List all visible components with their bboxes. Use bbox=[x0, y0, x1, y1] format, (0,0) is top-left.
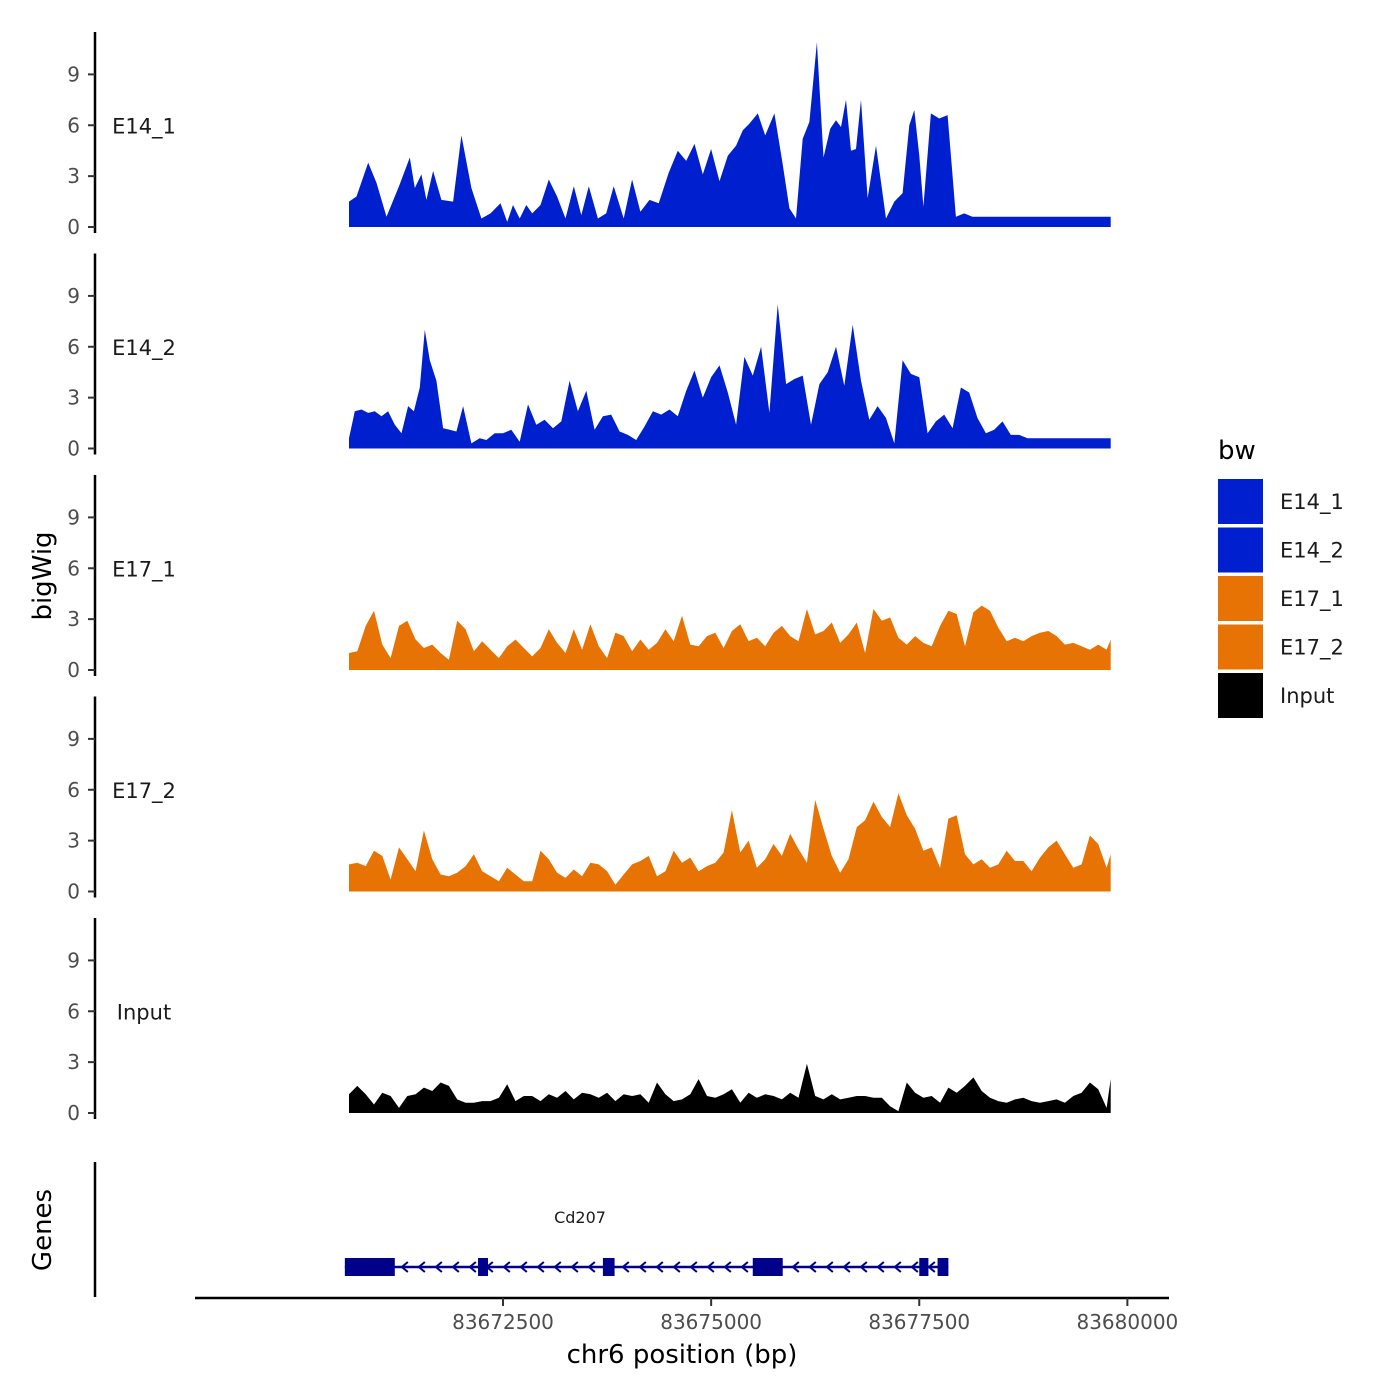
track-area-E14_2 bbox=[349, 304, 1111, 449]
strand-arrow-icon bbox=[842, 1261, 851, 1273]
legend-label: Input bbox=[1280, 684, 1334, 708]
x-axis-title: chr6 position (bp) bbox=[567, 1340, 798, 1370]
x-axis: chr6 position (bp) 83672500 83675000 83677… bbox=[195, 1296, 1178, 1370]
strand-arrow-icon bbox=[553, 1261, 562, 1273]
legend-title: bw bbox=[1218, 436, 1256, 466]
strand-arrow-icon bbox=[434, 1261, 443, 1273]
y-tick-label: 6 bbox=[67, 113, 80, 137]
strand-arrow-icon bbox=[876, 1261, 885, 1273]
track-panel: 0 3 6 9 E14_1 bbox=[67, 32, 1111, 239]
y-tick-label: 9 bbox=[67, 948, 80, 972]
strand-arrow-icon bbox=[808, 1261, 817, 1273]
strand-arrow-icon bbox=[502, 1261, 511, 1273]
y-tick-label: 0 bbox=[67, 1101, 80, 1125]
legend-label: E14_1 bbox=[1280, 490, 1344, 515]
gene-exon bbox=[478, 1258, 489, 1276]
legend-key bbox=[1218, 673, 1263, 718]
strand-arrow-icon bbox=[706, 1261, 715, 1273]
strand-arrow-icon bbox=[927, 1261, 936, 1273]
y-tick-label: 6 bbox=[67, 335, 80, 359]
strand-arrow-icon bbox=[400, 1261, 409, 1273]
track-label: E14_1 bbox=[112, 114, 176, 139]
strand-arrow-icon bbox=[655, 1261, 664, 1273]
track-label: E14_2 bbox=[112, 336, 176, 361]
y-tick-label: 3 bbox=[67, 607, 80, 631]
x-tick-label: 83675000 bbox=[660, 1310, 762, 1334]
strand-arrow-icon bbox=[859, 1261, 868, 1273]
gene-label: Cd207 bbox=[554, 1208, 606, 1227]
legend-key bbox=[1218, 624, 1263, 670]
strand-arrow-icon bbox=[451, 1261, 460, 1273]
y-tick-label: 6 bbox=[67, 778, 80, 802]
track-area-E17_2 bbox=[349, 793, 1111, 892]
track-label: E17_2 bbox=[112, 779, 176, 804]
gene-exon bbox=[937, 1258, 949, 1276]
x-tick-label: 83680000 bbox=[1076, 1310, 1178, 1334]
y-tick-label: 0 bbox=[67, 215, 80, 239]
gene-track-title: Genes bbox=[28, 1189, 58, 1271]
y-tick-label: 9 bbox=[67, 62, 80, 86]
strand-arrow-icon bbox=[587, 1261, 596, 1273]
y-tick-label: 3 bbox=[67, 829, 80, 853]
y-tick-label: 6 bbox=[67, 999, 80, 1023]
strand-arrow-icon bbox=[519, 1261, 528, 1273]
strand-arrow-icon bbox=[570, 1261, 579, 1273]
strand-arrow-icon bbox=[536, 1261, 545, 1273]
y-tick-label: 3 bbox=[67, 164, 80, 188]
y-tick-label: 9 bbox=[67, 727, 80, 751]
strand-arrow-icon bbox=[740, 1261, 749, 1273]
gene-exon bbox=[752, 1258, 783, 1276]
bigwig-tracks: 0 3 6 9 E14_1 0 3 6 9 E14_2 0 3 6 9 E17_1 0 3 6 9 E17_2 0 3 6 9… bbox=[67, 32, 1111, 1125]
strand-arrow-icon bbox=[689, 1261, 698, 1273]
y-tick-label: 0 bbox=[67, 658, 80, 682]
strand-arrow-icon bbox=[638, 1261, 647, 1273]
x-tick-label: 83672500 bbox=[452, 1310, 554, 1334]
strand-arrow-icon bbox=[910, 1261, 919, 1273]
strand-arrow-icon bbox=[468, 1261, 477, 1273]
track-label: E17_1 bbox=[112, 557, 176, 582]
y-tick-label: 3 bbox=[67, 1050, 80, 1074]
y-tick-label: 9 bbox=[67, 505, 80, 529]
y-axis-title: bigWig bbox=[28, 531, 58, 620]
strand-arrow-icon bbox=[791, 1261, 800, 1273]
track-panel: 0 3 6 9 E14_2 bbox=[67, 253, 1111, 461]
track-panel: 0 3 6 9 E17_2 bbox=[67, 696, 1111, 904]
y-tick-label: 0 bbox=[67, 880, 80, 904]
x-tick-label: 83677500 bbox=[868, 1310, 970, 1334]
gene-exon bbox=[344, 1258, 395, 1276]
strand-arrow-icon bbox=[672, 1261, 681, 1273]
strand-arrow-icon bbox=[417, 1261, 426, 1273]
legend-key bbox=[1218, 527, 1263, 573]
y-tick-label: 0 bbox=[67, 437, 80, 461]
strand-arrow-icon bbox=[893, 1261, 902, 1273]
gene-track: Genes Cd207 bbox=[28, 1162, 949, 1297]
track-panel: 0 3 6 9 E17_1 bbox=[67, 475, 1111, 682]
y-tick-label: 9 bbox=[67, 284, 80, 308]
y-tick-label: 6 bbox=[67, 556, 80, 580]
y-tick-label: 3 bbox=[67, 386, 80, 410]
strand-arrow-icon bbox=[621, 1261, 630, 1273]
track-panel: 0 3 6 9 Input bbox=[67, 918, 1111, 1125]
legend-label: E17_1 bbox=[1280, 587, 1344, 612]
legend-label: E17_2 bbox=[1280, 636, 1344, 661]
gene-exon bbox=[602, 1258, 615, 1276]
legend-key bbox=[1218, 576, 1263, 621]
legend-key bbox=[1218, 479, 1263, 524]
legend-label: E14_2 bbox=[1280, 539, 1344, 564]
track-area-E17_1 bbox=[349, 605, 1111, 670]
strand-arrow-icon bbox=[825, 1261, 834, 1273]
legend: bw E14_1 E14_2 E17_1 E17_2 Input bbox=[1218, 436, 1344, 718]
track-area-Input bbox=[349, 1063, 1111, 1113]
gene-exon bbox=[919, 1258, 929, 1276]
track-area-E14_1 bbox=[349, 42, 1111, 228]
strand-arrow-icon bbox=[723, 1261, 732, 1273]
track-label: Input bbox=[117, 1000, 171, 1024]
